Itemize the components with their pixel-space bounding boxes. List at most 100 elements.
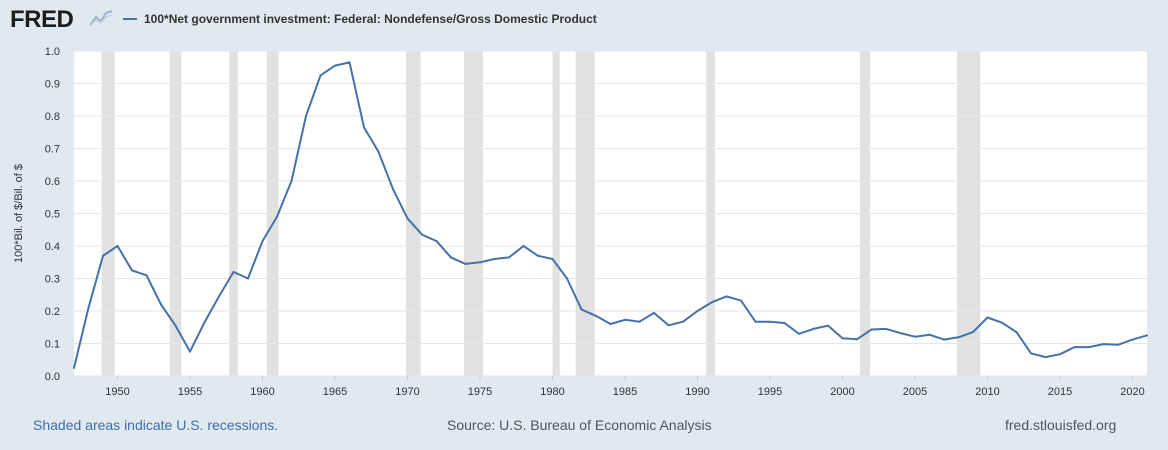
recession-note-link[interactable]: Shaded areas indicate U.S. recessions. [33, 417, 279, 433]
y-tick-label: 0.5 [45, 209, 60, 221]
data-point [986, 316, 989, 319]
data-point [798, 332, 800, 335]
data-point [609, 323, 612, 325]
data-point [551, 258, 554, 260]
source-text: Source: U.S. Bureau of Economic Analysis [447, 417, 712, 433]
data-point [479, 261, 481, 264]
data-point [493, 258, 496, 260]
x-tick-label: 1980 [540, 386, 564, 398]
y-tick-label: 0.6 [45, 176, 60, 188]
y-tick-label: 0.8 [45, 111, 60, 123]
data-point [624, 318, 626, 321]
chart-header: FRED 100*Net government investment: Fede… [0, 0, 1168, 40]
x-tick-label: 1965 [323, 386, 347, 398]
data-point [1059, 353, 1061, 356]
data-point [522, 245, 525, 247]
data-point [885, 327, 887, 330]
data-point [856, 338, 858, 341]
data-point [841, 337, 844, 340]
data-point [218, 295, 220, 298]
chart-plot[interactable]: 0.0 0.1 0.2 0.3 0.4 0.5 0.6 0.7 0.8 0.9 1.0 1950 195… [0, 0, 1168, 410]
data-point [653, 311, 655, 314]
data-point [232, 271, 235, 273]
data-point [1001, 321, 1003, 324]
data-point [1044, 356, 1047, 359]
data-point [116, 245, 119, 247]
x-tick-label: 2005 [903, 386, 927, 398]
data-point [783, 322, 786, 325]
data-point [1117, 343, 1119, 346]
y-tick-label: 0.7 [45, 144, 60, 156]
y-axis-label: 100*Bil. of $/Bil. of $ [13, 164, 25, 263]
x-tick-label: 1970 [395, 386, 419, 398]
data-point [464, 262, 467, 265]
data-point [769, 320, 771, 323]
data-point [392, 188, 394, 191]
data-point [1088, 346, 1090, 349]
chart-legend[interactable]: 100*Net government investment: Federal: … [123, 12, 597, 26]
x-tick-label: 2010 [975, 386, 999, 398]
x-tick-label: 2000 [830, 386, 854, 398]
data-point [363, 126, 365, 129]
data-point [696, 310, 699, 312]
y-tick-label: 0.3 [45, 274, 60, 286]
data-point [1015, 331, 1018, 334]
x-tick-label: 1990 [685, 386, 709, 398]
data-point [421, 233, 423, 236]
data-point [580, 308, 583, 311]
data-point [957, 336, 960, 339]
data-point [943, 338, 945, 341]
data-point [667, 324, 670, 327]
fred-url-link[interactable]: fred.stlouisfed.org [1005, 417, 1117, 433]
data-point [189, 350, 191, 353]
data-point [899, 332, 902, 335]
data-point [305, 115, 307, 117]
data-point [508, 256, 510, 259]
data-point [595, 314, 597, 317]
x-tick-label: 1975 [468, 386, 492, 398]
y-tick-label: 0.4 [45, 241, 60, 253]
x-tick-label: 2015 [1048, 386, 1072, 398]
y-tick-label: 0.1 [45, 339, 60, 351]
data-point [682, 320, 684, 323]
fred-logo[interactable]: FRED [10, 6, 74, 33]
fred-logo-graph-icon [89, 9, 113, 27]
data-point [87, 306, 90, 309]
x-tick-label: 1955 [178, 386, 202, 398]
y-tick-label: 0.2 [45, 306, 60, 318]
data-point [870, 328, 873, 331]
data-point [348, 61, 351, 64]
data-point [972, 331, 974, 334]
data-point [102, 254, 104, 257]
data-point [450, 256, 452, 259]
y-tick-label: 1.0 [45, 46, 60, 58]
data-point [827, 324, 829, 327]
data-point [174, 324, 177, 327]
data-point [725, 295, 728, 298]
x-tick-label: 1950 [105, 386, 129, 398]
data-point [276, 215, 278, 218]
data-point [812, 327, 815, 330]
data-point [711, 301, 713, 304]
data-point [73, 366, 75, 369]
x-tick-label: 2020 [1120, 386, 1144, 398]
data-point [131, 269, 133, 272]
data-point [914, 335, 916, 338]
data-point [319, 74, 322, 77]
data-point [377, 150, 380, 153]
data-point [261, 240, 264, 243]
data-point [334, 64, 336, 67]
x-tick-label: 1985 [613, 386, 637, 398]
data-point [247, 277, 249, 280]
data-point [290, 180, 293, 182]
data-point [638, 320, 641, 323]
data-point [1131, 338, 1134, 341]
data-point [435, 240, 438, 243]
data-point [406, 217, 409, 220]
data-point [566, 277, 568, 280]
data-point [928, 333, 931, 336]
data-point [1073, 346, 1076, 349]
data-point [145, 274, 148, 277]
data-point [537, 254, 539, 257]
data-point [740, 299, 742, 302]
